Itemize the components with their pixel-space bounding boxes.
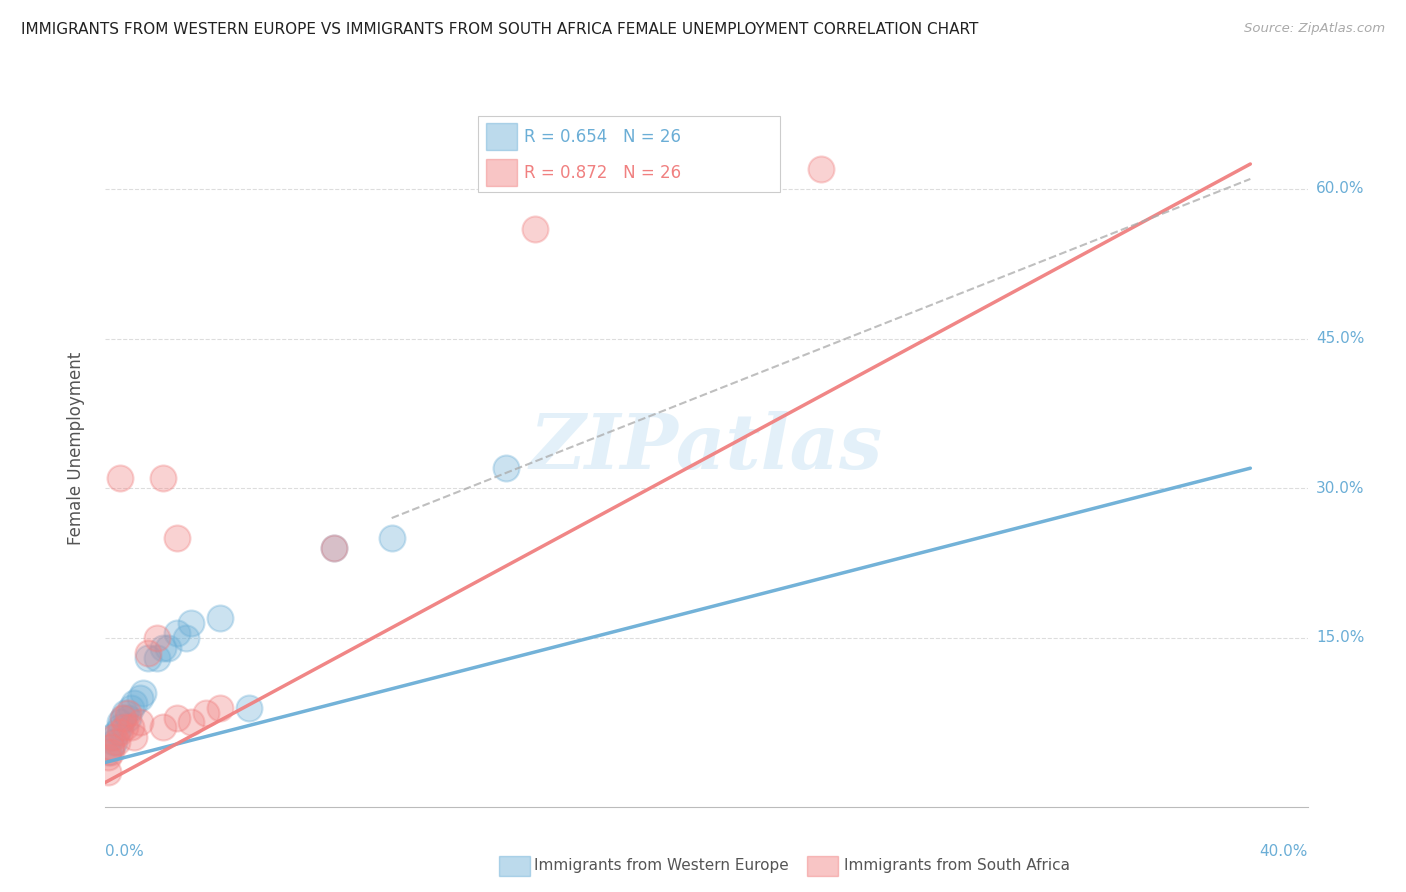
Text: 0.0%: 0.0% bbox=[105, 845, 145, 859]
Point bbox=[100, 746, 122, 760]
Y-axis label: Female Unemployment: Female Unemployment bbox=[66, 351, 84, 545]
Point bbox=[323, 541, 346, 555]
Text: 30.0%: 30.0% bbox=[1316, 481, 1364, 496]
Point bbox=[166, 531, 188, 545]
Point bbox=[117, 706, 139, 720]
Point bbox=[146, 631, 169, 645]
Point bbox=[194, 706, 217, 720]
Point bbox=[146, 650, 169, 665]
Point bbox=[114, 721, 136, 735]
Point bbox=[138, 650, 160, 665]
Point bbox=[108, 721, 131, 735]
Point bbox=[100, 740, 122, 755]
Point bbox=[495, 461, 517, 475]
Point bbox=[166, 625, 188, 640]
Point bbox=[208, 700, 231, 714]
Point bbox=[157, 640, 180, 655]
Point bbox=[108, 725, 131, 739]
Point bbox=[103, 735, 125, 749]
Text: Source: ZipAtlas.com: Source: ZipAtlas.com bbox=[1244, 22, 1385, 36]
Text: 60.0%: 60.0% bbox=[1316, 181, 1364, 196]
Point bbox=[138, 646, 160, 660]
Point bbox=[97, 746, 120, 760]
Point bbox=[117, 710, 139, 724]
Text: IMMIGRANTS FROM WESTERN EUROPE VS IMMIGRANTS FROM SOUTH AFRICA FEMALE UNEMPLOYME: IMMIGRANTS FROM WESTERN EUROPE VS IMMIGR… bbox=[21, 22, 979, 37]
Point bbox=[108, 715, 131, 730]
Point bbox=[100, 740, 122, 755]
Point bbox=[108, 471, 131, 485]
Point bbox=[111, 710, 134, 724]
Point bbox=[152, 640, 174, 655]
Point bbox=[114, 706, 136, 720]
Point bbox=[128, 690, 150, 705]
Point bbox=[97, 765, 120, 780]
Point bbox=[120, 721, 142, 735]
Point bbox=[238, 700, 260, 714]
Point bbox=[97, 750, 120, 764]
Point bbox=[105, 735, 128, 749]
Point bbox=[128, 715, 150, 730]
Point bbox=[103, 731, 125, 745]
Point bbox=[323, 541, 346, 555]
Point bbox=[810, 161, 832, 176]
Point bbox=[174, 631, 197, 645]
Point bbox=[208, 611, 231, 625]
Text: R = 0.872   N = 26: R = 0.872 N = 26 bbox=[524, 164, 682, 182]
Point bbox=[120, 700, 142, 714]
Point bbox=[152, 721, 174, 735]
Point bbox=[100, 731, 122, 745]
Point bbox=[131, 685, 153, 699]
Text: 40.0%: 40.0% bbox=[1260, 845, 1308, 859]
Point bbox=[122, 696, 145, 710]
Point bbox=[180, 615, 202, 630]
Point bbox=[111, 710, 134, 724]
Point bbox=[152, 471, 174, 485]
Text: R = 0.654   N = 26: R = 0.654 N = 26 bbox=[524, 128, 682, 146]
Point bbox=[180, 715, 202, 730]
Point bbox=[166, 710, 188, 724]
Point bbox=[523, 222, 546, 236]
Text: 45.0%: 45.0% bbox=[1316, 331, 1364, 346]
Text: Immigrants from South Africa: Immigrants from South Africa bbox=[844, 858, 1070, 872]
Point bbox=[381, 531, 404, 545]
Text: 15.0%: 15.0% bbox=[1316, 631, 1364, 645]
Text: ZIPatlas: ZIPatlas bbox=[530, 411, 883, 485]
Text: Immigrants from Western Europe: Immigrants from Western Europe bbox=[534, 858, 789, 872]
Point bbox=[122, 731, 145, 745]
Point bbox=[105, 725, 128, 739]
